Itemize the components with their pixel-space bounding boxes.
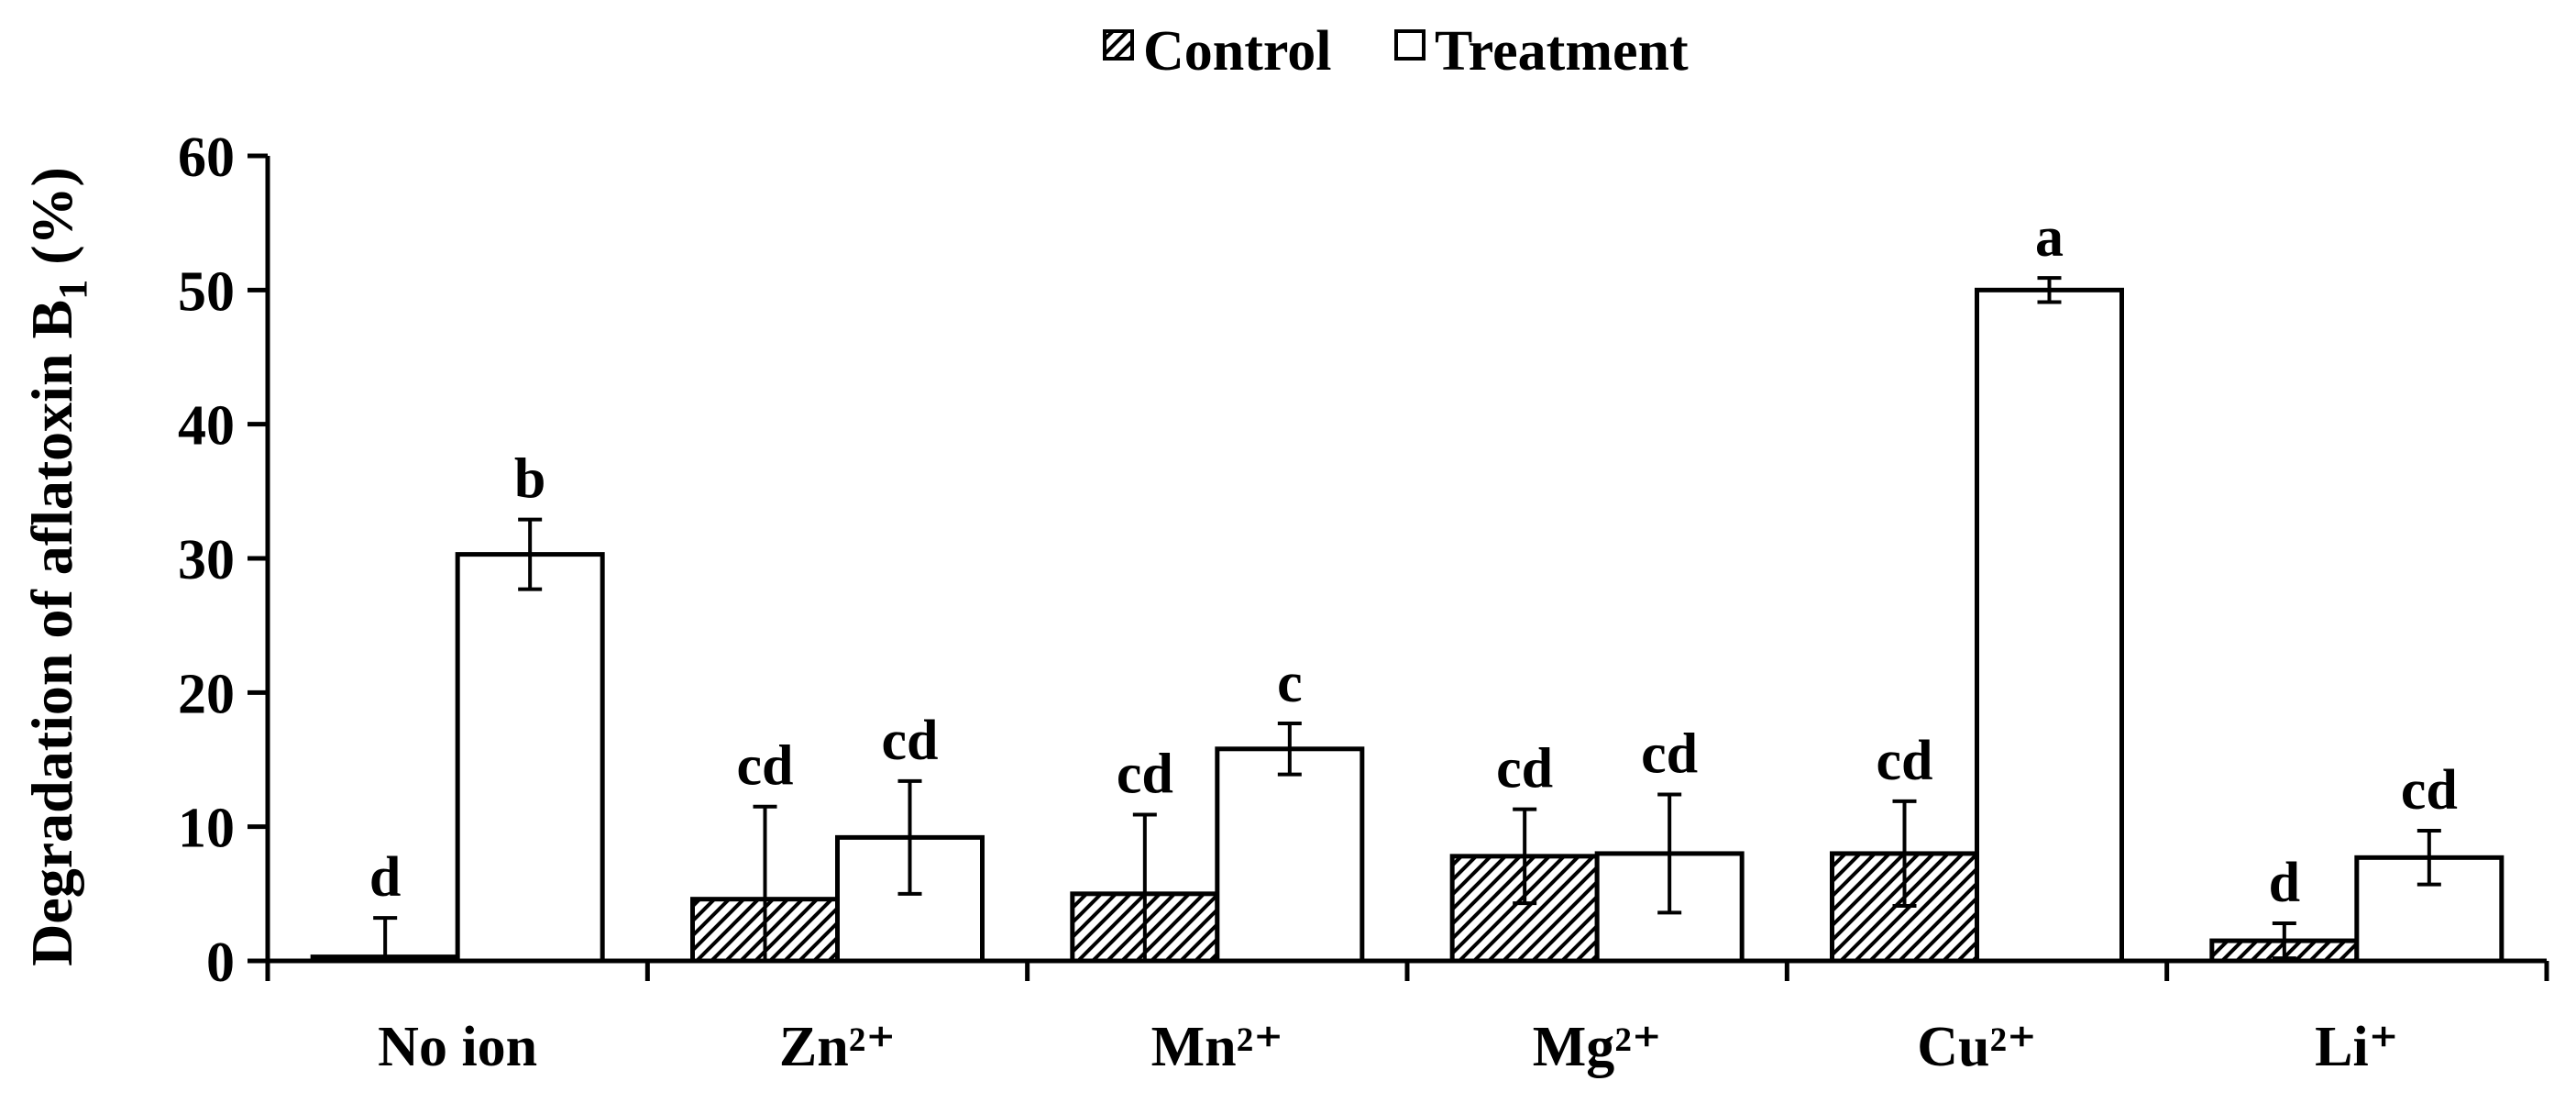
x-tick-label: No ion bbox=[378, 1016, 537, 1078]
bars bbox=[310, 287, 2504, 964]
y-tick-label: 30 bbox=[178, 529, 235, 591]
significance-letter: cd bbox=[1117, 743, 1173, 805]
axes: 0 10 20 30 40 50 60 bbox=[178, 127, 2549, 994]
y-axis-title: Degradation of aflatoxin B1 (%) bbox=[19, 167, 95, 966]
y-axis-title-unit: (%) bbox=[19, 167, 84, 280]
bar-treatment bbox=[1975, 287, 2124, 964]
significance-labels: d b cd cd cd c cd cd cd a d cd bbox=[369, 206, 2458, 914]
y-tick-label: 10 bbox=[178, 798, 235, 860]
legend-swatch bbox=[1394, 29, 1426, 61]
error-bars bbox=[373, 276, 2441, 963]
y-tick-label: 50 bbox=[178, 260, 235, 323]
x-tick-labels: No ion Zn²⁺ Mn²⁺ Mg²⁺ Cu²⁺ Li⁺ bbox=[378, 1016, 2398, 1078]
significance-letter: d bbox=[2269, 852, 2300, 914]
y-axis-title-subscript: 1 bbox=[50, 280, 95, 300]
x-tick-label: Li⁺ bbox=[2315, 1016, 2398, 1078]
y-axis-title-group: Degradation of aflatoxin B1 (%) bbox=[19, 167, 95, 966]
significance-letter: d bbox=[369, 846, 401, 909]
x-tick-label: Mn²⁺ bbox=[1151, 1016, 1283, 1078]
y-axis-title-main: Degradation of aflatoxin B bbox=[19, 300, 84, 966]
y-tick-label: 40 bbox=[178, 395, 235, 458]
x-tick-label: Zn²⁺ bbox=[779, 1016, 896, 1078]
significance-letter: cd bbox=[882, 710, 939, 772]
x-tick-label: Cu²⁺ bbox=[1917, 1016, 2037, 1078]
significance-letter: b bbox=[514, 448, 545, 511]
bar-treatment bbox=[1215, 746, 1365, 964]
bar-treatment bbox=[455, 552, 605, 964]
y-tick-label: 60 bbox=[178, 127, 235, 189]
legend-swatch bbox=[1103, 29, 1134, 61]
x-tick-label: Mg²⁺ bbox=[1533, 1016, 1662, 1078]
legend-label: Treatment bbox=[1435, 20, 1689, 83]
legend-label: Control bbox=[1143, 20, 1332, 83]
significance-letter: cd bbox=[2401, 759, 2458, 822]
y-tick-label: 0 bbox=[206, 932, 235, 994]
significance-letter: cd bbox=[1641, 723, 1698, 786]
significance-letter: c bbox=[1277, 652, 1303, 714]
legend: Control Treatment bbox=[1103, 20, 1689, 83]
significance-letter: cd bbox=[1877, 730, 1933, 792]
significance-letter: cd bbox=[1496, 738, 1553, 800]
significance-letter: cd bbox=[737, 735, 794, 798]
y-tick-label: 20 bbox=[178, 663, 235, 725]
significance-letter: a bbox=[2035, 206, 2064, 269]
